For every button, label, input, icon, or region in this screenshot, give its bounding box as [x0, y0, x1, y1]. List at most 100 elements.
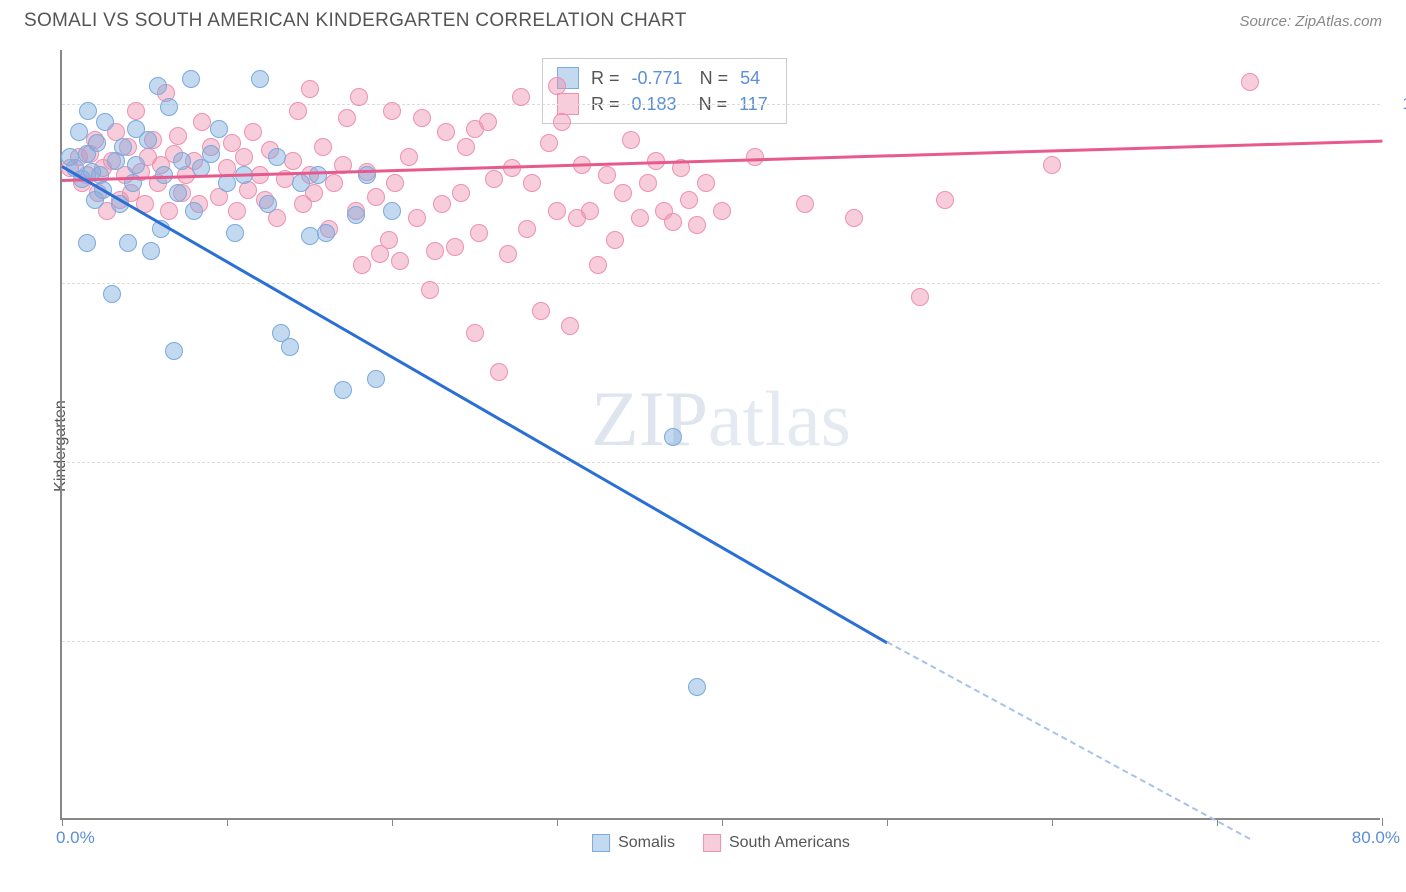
trend-line [62, 140, 1382, 182]
x-axis-label-min: 0.0% [56, 828, 95, 848]
x-tick-mark [557, 818, 558, 826]
data-point-south-american [796, 195, 814, 213]
data-point-somali [127, 156, 145, 174]
data-point-south-american [485, 170, 503, 188]
data-point-somali [96, 113, 114, 131]
y-tick-label: 95.0% [1390, 273, 1406, 293]
data-point-south-american [713, 202, 731, 220]
data-point-somali [119, 234, 137, 252]
data-point-south-american [446, 238, 464, 256]
data-point-south-american [1241, 73, 1259, 91]
data-point-south-american [561, 317, 579, 335]
data-point-south-american [845, 209, 863, 227]
data-point-somali [182, 70, 200, 88]
source-label: Source: ZipAtlas.com [1239, 13, 1382, 30]
data-point-somali [251, 70, 269, 88]
watermark: ZIPatlas [591, 374, 851, 464]
data-point-south-american [244, 123, 262, 141]
y-tick-label: 100.0% [1390, 94, 1406, 114]
data-point-south-american [631, 209, 649, 227]
data-point-south-american [383, 102, 401, 120]
data-point-south-american [688, 216, 706, 234]
data-point-somali [281, 338, 299, 356]
data-point-south-american [466, 324, 484, 342]
data-point-south-american [314, 138, 332, 156]
data-point-somali [149, 77, 167, 95]
data-point-somali [185, 202, 203, 220]
data-point-south-american [548, 77, 566, 95]
data-point-somali [664, 428, 682, 446]
data-point-somali [309, 166, 327, 184]
data-point-somali [173, 152, 191, 170]
data-point-south-american [338, 109, 356, 127]
data-point-somali [165, 342, 183, 360]
x-tick-mark [1382, 818, 1383, 826]
gridline [62, 104, 1380, 105]
data-point-somali [268, 148, 286, 166]
data-point-south-american [697, 174, 715, 192]
data-point-south-american [614, 184, 632, 202]
data-point-south-american [589, 256, 607, 274]
correlation-legend: R =-0.771 N =54 R =0.183 N =117 [542, 58, 787, 124]
x-tick-mark [1052, 818, 1053, 826]
data-point-somali [70, 123, 88, 141]
data-point-south-american [1043, 156, 1061, 174]
data-point-somali [317, 224, 335, 242]
data-point-south-american [160, 202, 178, 220]
y-tick-label: 85.0% [1390, 631, 1406, 651]
data-point-south-american [169, 127, 187, 145]
data-point-south-american [325, 174, 343, 192]
data-point-south-american [911, 288, 929, 306]
legend-item-somalis: Somalis [592, 834, 675, 852]
data-point-south-american [426, 242, 444, 260]
data-point-somali [226, 224, 244, 242]
data-point-south-american [936, 191, 954, 209]
data-point-south-american [235, 148, 253, 166]
data-point-south-american [680, 191, 698, 209]
data-point-south-american [367, 188, 385, 206]
data-point-somali [383, 202, 401, 220]
gridline [62, 283, 1380, 284]
data-point-somali [88, 134, 106, 152]
x-tick-mark [62, 818, 63, 826]
data-point-somali [160, 98, 178, 116]
chart-plot-area: ZIPatlas R =-0.771 N =54 R =0.183 N =117… [60, 50, 1380, 820]
data-point-south-american [606, 231, 624, 249]
data-point-south-american [289, 102, 307, 120]
data-point-somali [169, 184, 187, 202]
legend-item-south-americans: South Americans [703, 834, 850, 852]
data-point-south-american [523, 174, 541, 192]
data-point-south-american [540, 134, 558, 152]
data-point-south-american [452, 184, 470, 202]
data-point-south-american [499, 245, 517, 263]
gridline [62, 462, 1380, 463]
data-point-somali [78, 234, 96, 252]
data-point-somali [259, 195, 277, 213]
data-point-south-american [421, 281, 439, 299]
data-point-south-american [490, 363, 508, 381]
data-point-south-american [380, 231, 398, 249]
data-point-somali [688, 678, 706, 696]
data-point-south-american [598, 166, 616, 184]
data-point-south-american [548, 202, 566, 220]
data-point-south-american [284, 152, 302, 170]
data-point-south-american [639, 174, 657, 192]
data-point-south-american [437, 123, 455, 141]
data-point-somali [292, 174, 310, 192]
data-point-south-american [553, 113, 571, 131]
gridline [62, 641, 1380, 642]
data-point-south-american [433, 195, 451, 213]
legend-swatch-icon [703, 834, 721, 852]
data-point-south-american [386, 174, 404, 192]
data-point-somali [334, 381, 352, 399]
x-tick-mark [392, 818, 393, 826]
data-point-south-american [466, 120, 484, 138]
data-point-south-american [622, 131, 640, 149]
chart-title: SOMALI VS SOUTH AMERICAN KINDERGARTEN CO… [24, 10, 687, 32]
data-point-somali [367, 370, 385, 388]
data-point-south-american [518, 220, 536, 238]
data-point-south-american [301, 80, 319, 98]
x-tick-mark [722, 818, 723, 826]
legend-row-somalis: R =-0.771 N =54 [557, 65, 772, 91]
data-point-south-american [408, 209, 426, 227]
